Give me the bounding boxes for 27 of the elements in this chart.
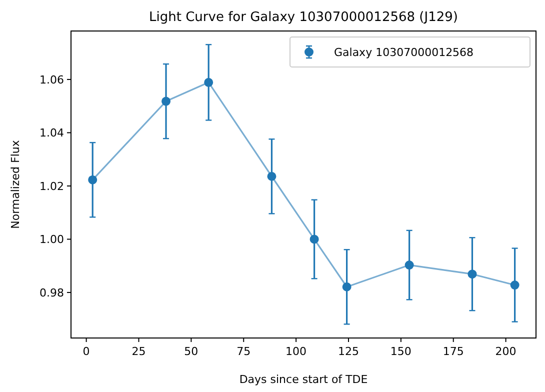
point <box>342 282 352 292</box>
x-tick-label: 200 <box>495 345 516 358</box>
x-tick-label: 100 <box>286 345 307 358</box>
chart-title: Light Curve for Galaxy 10307000012568 (J129) <box>149 10 458 25</box>
point <box>267 172 276 181</box>
y-tick-label: 1.04 <box>40 126 64 140</box>
y-tick-label: 0.98 <box>40 286 64 300</box>
point <box>204 78 214 87</box>
point <box>468 270 477 279</box>
point <box>162 96 171 106</box>
x-tick-label: 50 <box>184 345 198 358</box>
y-tick-label: 1.02 <box>40 180 64 193</box>
x-tick-label: 0 <box>82 345 90 358</box>
legend-label: Galaxy 10307000012568 <box>334 46 474 59</box>
point <box>510 280 520 290</box>
y-tick-label: 1.00 <box>40 233 64 246</box>
x-tick-label: 25 <box>132 345 146 358</box>
point <box>310 234 319 244</box>
point <box>88 175 98 184</box>
y-tick-label: 1.06 <box>40 73 64 86</box>
x-tick-label: 150 <box>390 345 412 358</box>
x-tick-label: 125 <box>338 345 359 358</box>
y-axis-title: Normalized Flux <box>9 140 22 229</box>
point <box>404 260 414 270</box>
x-tick-label: 175 <box>442 345 464 358</box>
x-axis-title: Days since start of TDE <box>239 373 368 386</box>
x-tick-label: 75 <box>236 345 251 358</box>
